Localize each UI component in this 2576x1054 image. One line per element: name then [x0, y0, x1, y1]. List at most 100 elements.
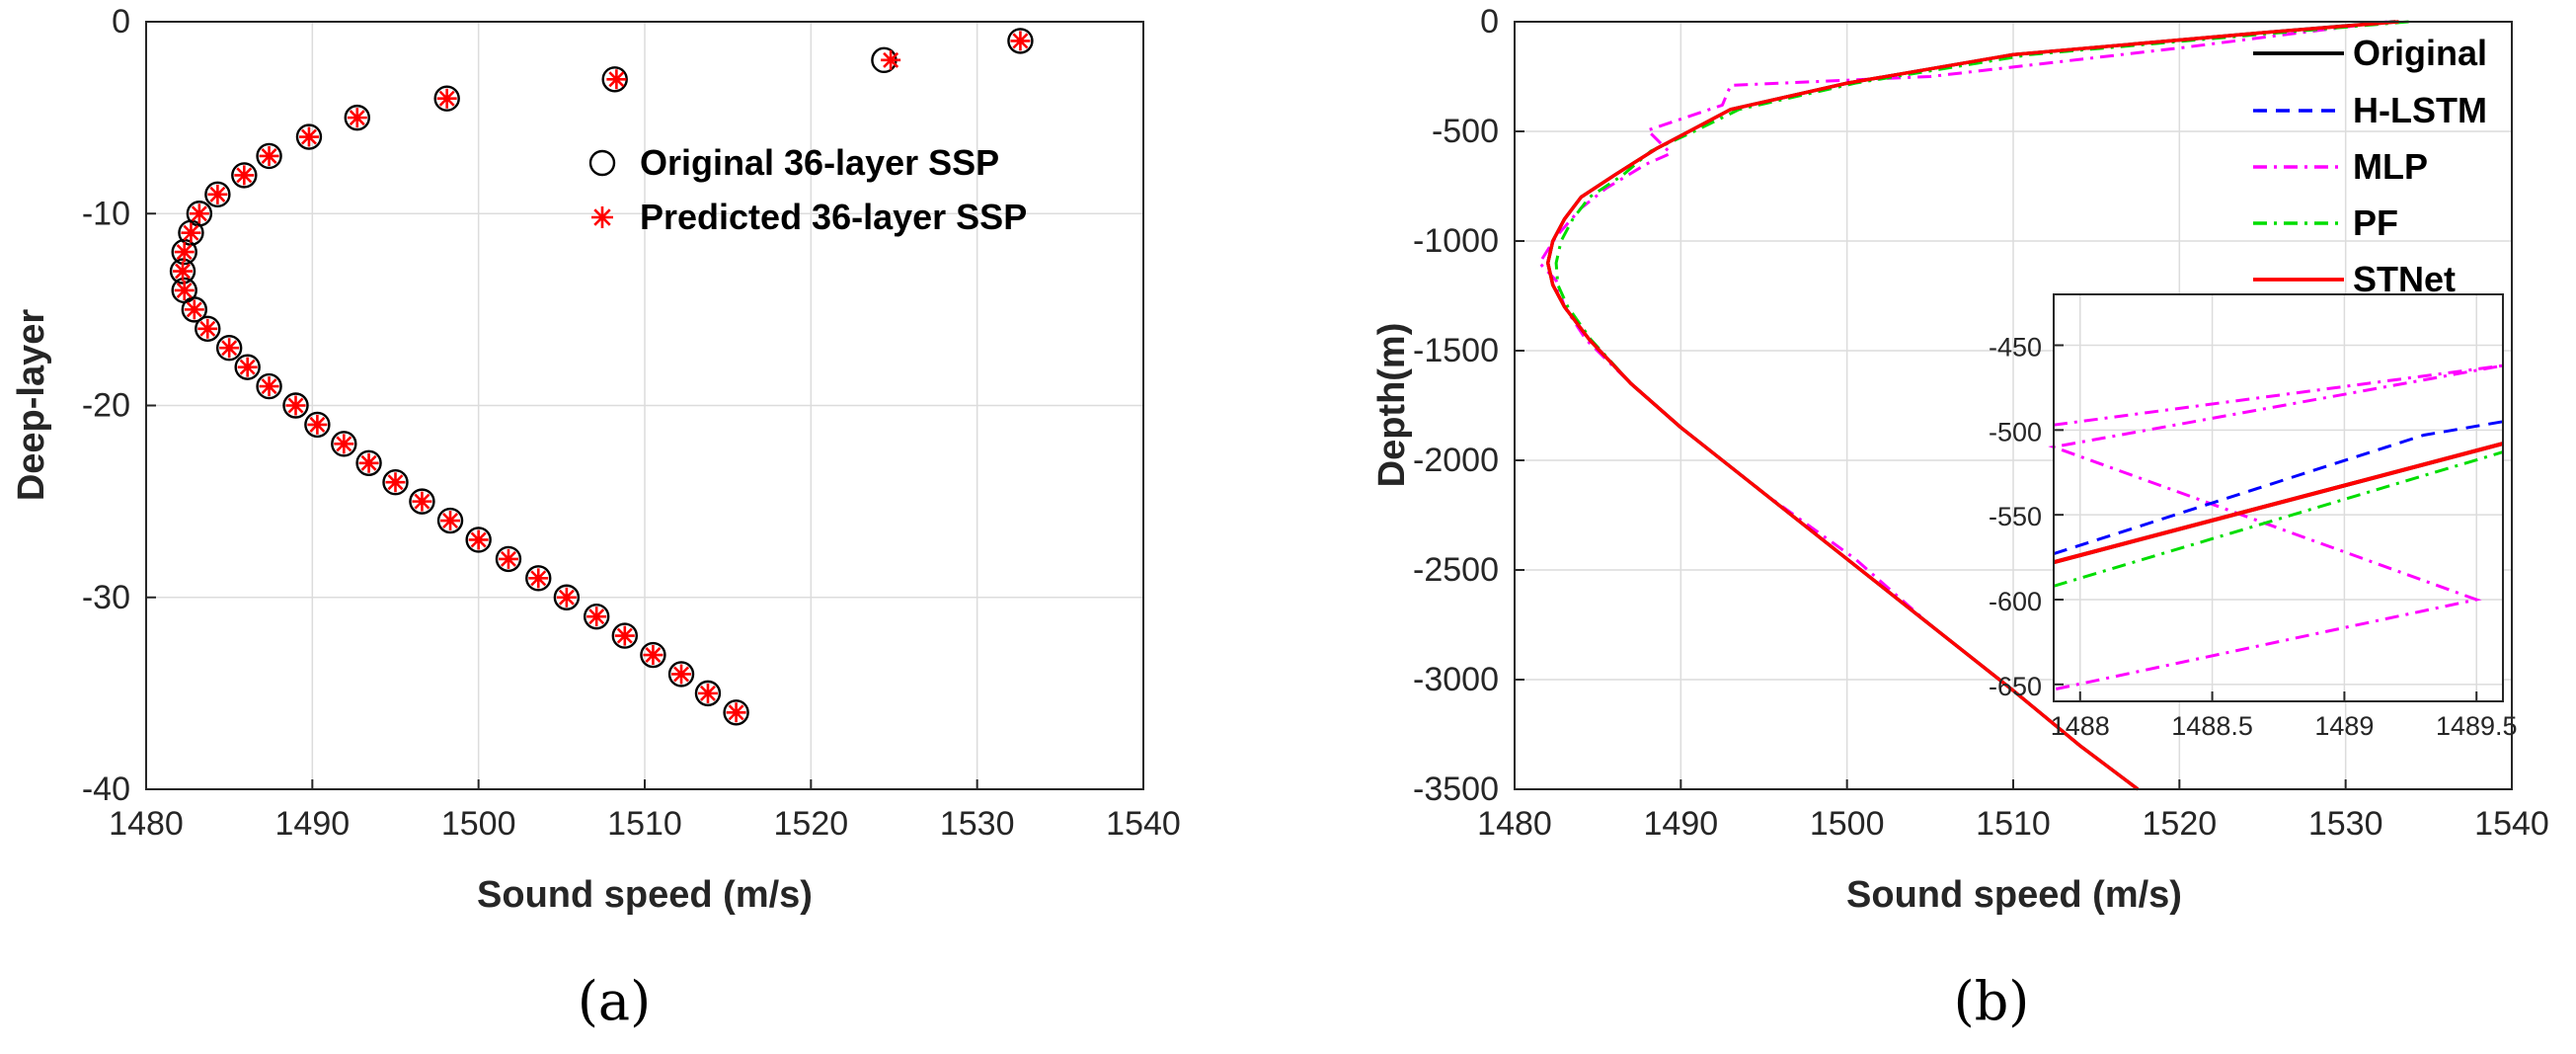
panel-a-y-tick-label: -40 — [82, 770, 130, 808]
original-ssp-point — [215, 335, 243, 362]
predicted-ssp-point — [614, 625, 635, 646]
inset-x-ticks: 1488 1488.5 1489 1489.5 — [2051, 691, 2518, 741]
predicted-ssp-point — [358, 452, 379, 473]
panel-a-x-tick-label: 1540 — [1106, 805, 1181, 843]
panel-a-y-tick-label: -20 — [82, 387, 130, 425]
inset-y-tick-label: -450 — [1989, 333, 2042, 363]
predicted-ssp-point — [347, 108, 367, 128]
predicted-ssp-point — [697, 683, 718, 703]
panel-a-x-axis-title: Sound speed (m/s) — [477, 874, 813, 916]
inset-y-tick-label: -650 — [1989, 672, 2042, 701]
panel-b-x-tick-label: 1510 — [1976, 805, 2051, 843]
predicted-ssp-point — [207, 184, 228, 204]
panel-b-y-tick-label: -500 — [1432, 113, 1499, 150]
predicted-ssp-point — [174, 280, 195, 300]
panel-a-x-ticks: 1480 1490 1500 1510 1520 1530 1540 — [109, 779, 1181, 843]
original-ssp-point — [611, 622, 638, 649]
legend-label-predicted: Predicted 36-layer SSP — [640, 197, 1027, 237]
original-ssp-point — [495, 545, 522, 573]
predicted-ssp-point — [1010, 31, 1031, 51]
legend-marker-original-circle — [588, 149, 616, 177]
panel-b: 1480 1490 1500 1510 1520 1530 1540 0 -500 -1000 -… — [1371, 3, 2549, 1032]
original-ssp-point — [231, 162, 258, 189]
original-ssp-point — [601, 66, 628, 93]
panel-a-y-tick-label: -30 — [82, 579, 130, 616]
original-ssp-point — [169, 258, 196, 284]
inset-line-stnet — [2053, 442, 2504, 565]
panel-b-y-axis-title: Depth(m) — [1371, 323, 1413, 488]
panel-b-x-tick-label: 1490 — [1644, 805, 1719, 843]
predicted-ssp-point — [197, 318, 218, 339]
inset-background — [2054, 294, 2503, 701]
panel-b-y-ticks: 0 -500 -1000 -1500 -2000 -2500 -3000 -3500 — [1413, 3, 1524, 808]
panel-b-series-lines — [1537, 20, 2409, 791]
inset-x-tick-label: 1489.5 — [2436, 711, 2518, 741]
inset-grid — [2054, 294, 2503, 701]
predicted-ssp-point — [498, 548, 518, 569]
original-ssp-point — [436, 507, 464, 534]
original-ssp-point — [295, 123, 323, 150]
legend-label-stnet: STNet — [2353, 259, 2456, 299]
panel-a-x-tick-label: 1520 — [774, 805, 849, 843]
panel-b-x-tick-label: 1480 — [1477, 805, 1552, 843]
predicted-ssp-point — [881, 49, 901, 70]
series-line-mlp — [1537, 20, 2387, 791]
predicted-ssp-point — [173, 261, 194, 282]
predicted-ssp-point — [181, 222, 201, 243]
predicted-ssp-point — [643, 645, 664, 666]
predicted-ssp-point — [219, 338, 240, 359]
inset-x-tick-label: 1488.5 — [2171, 711, 2253, 741]
panel-b-y-tick-label: -1000 — [1413, 222, 1499, 260]
panel-a-y-tick-label: 0 — [112, 3, 130, 41]
original-ssp-point — [178, 219, 204, 246]
legend-circle-marker — [588, 149, 616, 177]
original-ssp-point — [583, 603, 610, 630]
panel-b-x-tick-label: 1530 — [2308, 805, 2383, 843]
original-ssp-point — [304, 411, 331, 439]
inset-y-tick-label: -500 — [1989, 417, 2042, 446]
original-ssp-point — [331, 431, 357, 457]
panel-b-y-tick-label: -2000 — [1413, 442, 1499, 479]
predicted-ssp-point — [440, 511, 461, 531]
original-ssp-point — [382, 469, 409, 496]
predicted-ssp-point — [184, 299, 204, 320]
predicted-ssp-point — [259, 145, 279, 166]
predicted-ssp-point — [468, 529, 489, 550]
predicted-ssp-point — [237, 357, 258, 377]
inset-y-ticks: -450 -500 -550 -600 -650 — [1989, 333, 2064, 701]
panel-a-data-points — [169, 28, 1034, 726]
predicted-ssp-point — [436, 88, 457, 109]
predicted-ssp-point — [726, 702, 746, 723]
panel-b-zoom-inset: 1488 1488.5 1489 1489.5 -450 -500 -550 -600 -65… — [1989, 293, 2518, 741]
predicted-ssp-point — [586, 607, 607, 627]
legend-label-original: Original — [2353, 33, 2487, 73]
original-ssp-point — [171, 238, 197, 266]
panel-a-x-tick-label: 1490 — [275, 805, 351, 843]
panel-a-y-ticks: 0 -10 -20 -30 -40 — [82, 3, 156, 808]
panel-b-y-tick-label: 0 — [1480, 3, 1499, 41]
original-ssp-point — [640, 641, 666, 669]
series-line-stnet — [1545, 20, 2399, 791]
predicted-ssp-point — [285, 395, 306, 416]
original-ssp-point — [234, 354, 261, 380]
original-ssp-point — [409, 488, 435, 515]
original-ssp-point — [282, 392, 309, 419]
inset-line-h-lstm — [2053, 420, 2504, 556]
legend-label-pf: PF — [2353, 203, 2398, 243]
predicted-ssp-point — [234, 165, 255, 186]
panel-b-legend: Original H-LSTM MLP PF STNet — [2253, 33, 2487, 299]
predicted-ssp-point — [556, 587, 577, 608]
original-ssp-point — [355, 449, 382, 476]
predicted-ssp-point — [334, 434, 354, 454]
original-ssp-point — [553, 584, 581, 610]
original-ssp-point — [256, 142, 282, 170]
original-ssp-point — [525, 565, 552, 592]
original-ssp-point — [694, 680, 722, 707]
panel-a-x-tick-label: 1530 — [940, 805, 1015, 843]
inset-x-tick-label: 1489 — [2314, 711, 2374, 741]
predicted-ssp-point — [606, 69, 627, 90]
panel-b-y-tick-label: -3000 — [1413, 661, 1499, 698]
original-ssp-point — [344, 104, 370, 131]
predicted-ssp-point — [385, 472, 406, 493]
inset-x-tick-label: 1488 — [2051, 711, 2110, 741]
